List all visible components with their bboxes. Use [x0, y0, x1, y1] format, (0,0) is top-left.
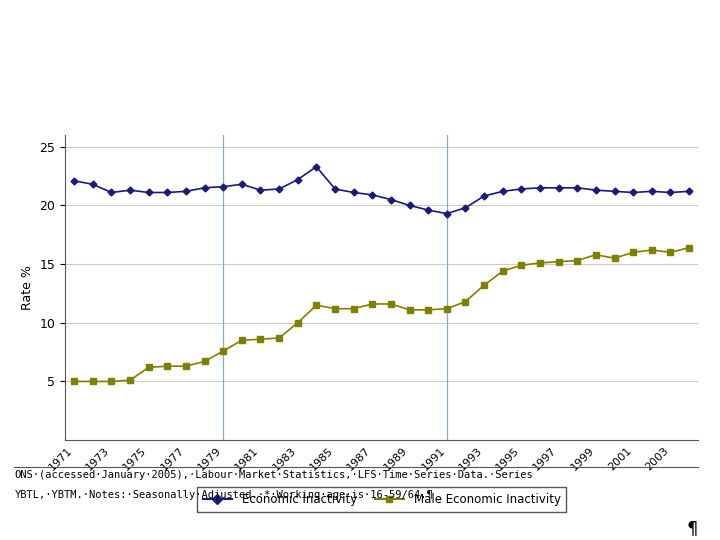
- Text: Working Age Economic Inactivity 1971-2004: Working Age Economic Inactivity 1971-200…: [107, 58, 642, 81]
- Text: ¶: ¶: [687, 519, 698, 537]
- Text: ONS·(accessed·January·2005),·Labour·Market·Statistics,·LFS·Time·Series·Data.·Ser: ONS·(accessed·January·2005),·Labour·Mark…: [14, 470, 533, 480]
- Text: Centre for Applied Social Research (CeASR): Centre for Applied Social Research (CeAS…: [29, 8, 271, 18]
- Y-axis label: Rate %: Rate %: [21, 265, 34, 310]
- Text: YBTL,·YBTM.·Notes:·Seasonally·Adjusted.·*·Working·age·is·16-59/64.¶: YBTL,·YBTM.·Notes:·Seasonally·Adjusted.·…: [14, 490, 433, 501]
- Legend: Economic Inactivity, Male Economic Inactivity: Economic Inactivity, Male Economic Inact…: [197, 487, 567, 512]
